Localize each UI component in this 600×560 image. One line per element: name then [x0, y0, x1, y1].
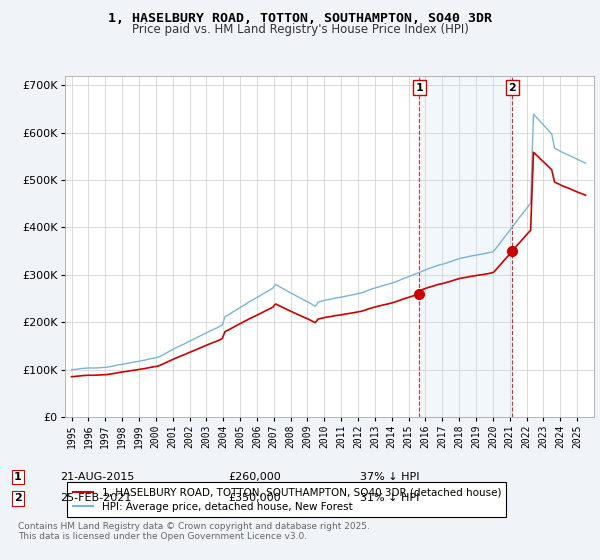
Text: 1: 1	[14, 472, 22, 482]
Text: 37% ↓ HPI: 37% ↓ HPI	[360, 472, 419, 482]
Text: 1: 1	[415, 82, 423, 92]
Text: 2: 2	[14, 493, 22, 503]
Text: £350,000: £350,000	[228, 493, 281, 503]
Text: 25-FEB-2021: 25-FEB-2021	[60, 493, 131, 503]
Bar	[419, 76, 512, 417]
Legend: 1, HASELBURY ROAD, TOTTON, SOUTHAMPTON, SO40 3DR (detached house), HPI: Average : 1, HASELBURY ROAD, TOTTON, SOUTHAMPTON, …	[67, 482, 506, 517]
Text: 31% ↓ HPI: 31% ↓ HPI	[360, 493, 419, 503]
Text: Price paid vs. HM Land Registry's House Price Index (HPI): Price paid vs. HM Land Registry's House …	[131, 23, 469, 36]
Text: 1, HASELBURY ROAD, TOTTON, SOUTHAMPTON, SO40 3DR: 1, HASELBURY ROAD, TOTTON, SOUTHAMPTON, …	[108, 12, 492, 25]
Text: £260,000: £260,000	[228, 472, 281, 482]
Text: 2: 2	[508, 82, 516, 92]
Text: 21-AUG-2015: 21-AUG-2015	[60, 472, 134, 482]
Text: Contains HM Land Registry data © Crown copyright and database right 2025.
This d: Contains HM Land Registry data © Crown c…	[18, 522, 370, 542]
